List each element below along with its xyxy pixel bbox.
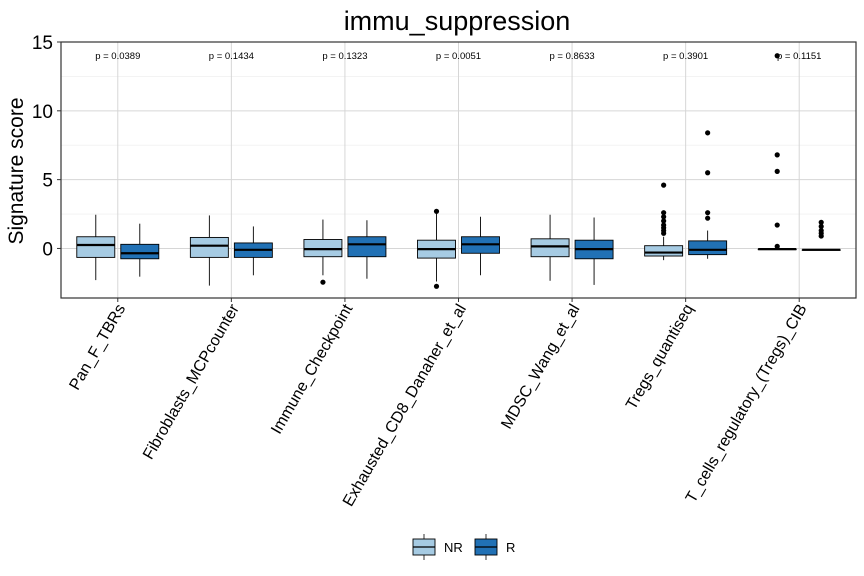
box-r-1 [233,226,273,276]
x-tick-label: Fibroblasts_MCPcounter [140,301,243,463]
legend-label: R [506,540,515,555]
outlier-point [774,53,780,59]
p-value-label: p = 0.1434 [209,51,254,62]
outlier-point [661,182,667,188]
p-value-label: p = 0.0389 [95,51,140,62]
outlier-point [661,214,667,220]
p-value-labels: p = 0.0389 p = 0.1434 p = 0.1323 p = 0.0051… [95,51,821,62]
outlier-point [774,168,780,174]
outlier-point [774,152,780,158]
p-value-label: p = 0.3901 [663,51,708,62]
y-tick-label: 15 [32,33,53,54]
box-body [76,236,116,258]
y-tick-label: 5 [42,171,53,192]
outlier-point [661,222,667,228]
box-r-0 [120,223,160,277]
x-tick-label: T_cells_regulatory_(Tregs)_CIB [683,302,811,506]
y-tick-label: 10 [32,102,53,123]
box-r-3 [461,216,500,276]
outlier-point [661,210,667,216]
p-value-label: p = 0.0051 [436,51,481,62]
x-tick-label: Tregs_quantiseq [623,302,697,413]
y-axis-label: Signature score [5,97,28,244]
outlier-point [661,218,667,224]
legend-label: NR [444,540,463,555]
box-nr-1 [189,215,229,286]
legend-item-nr: NR [412,534,463,560]
legend: NR R [412,534,515,560]
box-body [189,236,229,258]
box-nr-5 [644,182,684,261]
box-body [347,236,387,258]
x-tick-label: Immune_Checkpoint [268,301,356,437]
p-value-label: p = 0.1323 [322,51,367,62]
box-body [120,243,160,260]
p-value-label: p = 0.1151 [777,51,821,62]
box-r-5 [688,130,728,259]
outlier-point [774,222,780,228]
y-axis-ticks: 0 5 10 15 [32,33,61,260]
x-tick-label: Exhausted_CD8_Danaher_et_al [340,302,470,510]
box-nr-0 [76,214,116,281]
outlier-point [818,223,824,230]
x-axis-ticks: Pan_F_TBRs Fibroblasts_MCPcounter Immune_C… [67,298,811,510]
y-tick-label: 0 [42,239,53,260]
box-body [644,245,684,257]
legend-item-r: R [474,534,515,560]
box-nr-6 [757,53,797,251]
outlier-point [433,208,440,214]
box-plots [76,53,841,289]
chart-title: immu_suppression [344,6,571,36]
box-body [688,240,728,256]
outlier-point [320,279,326,285]
outlier-point [705,210,711,216]
outlier-point [705,130,711,136]
p-value-label: p = 0.8633 [549,51,594,62]
x-tick-label: Pan_F_TBRs [67,302,130,394]
outlier-point [705,170,711,176]
box-r-6 [801,219,841,251]
outlier-point [433,283,440,289]
outlier-point [818,219,824,225]
box-nr-2 [303,219,343,285]
box-nr-3 [417,208,456,289]
outlier-point [774,243,780,249]
outlier-point [818,227,824,234]
box-r-4 [574,217,614,285]
box-nr-4 [530,214,570,281]
box-r-2 [347,220,387,279]
outlier-point [705,215,711,221]
x-tick-label: MDSC_Wang_et_al [498,302,583,432]
box-body [530,238,570,258]
